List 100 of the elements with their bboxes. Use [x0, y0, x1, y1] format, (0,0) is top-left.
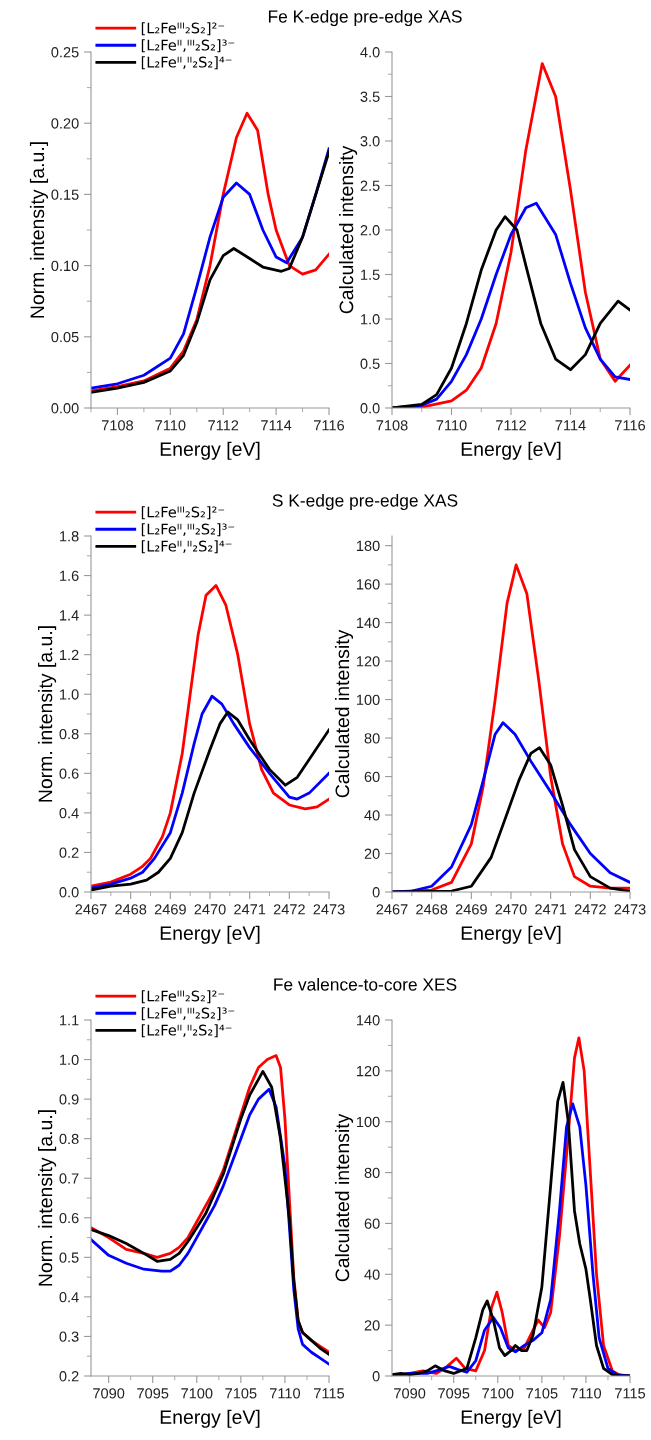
y-tick-label: 0.5: [59, 1252, 79, 1263]
y-tick-label: 0.2: [59, 1371, 79, 1382]
x-tick-label: 7095: [137, 1388, 169, 1399]
y-tick-label: 0.15: [51, 189, 79, 200]
x-tick-label: 7116: [615, 420, 646, 431]
x-tick-label: 7110: [269, 1388, 301, 1399]
x-tick-label: 7100: [181, 1388, 213, 1399]
y-tick-label: 0.10: [51, 260, 79, 272]
x-tick-label: 2467: [376, 904, 408, 915]
y-tick-label: 0.00: [51, 403, 79, 414]
x-tick-label: 7105: [225, 1388, 257, 1399]
x-axis-title: Energy [eV]: [160, 441, 260, 460]
legend-label: [L₂Feᴵᴵ,ᴵᴵᴵ₂S₂]³⁻: [141, 523, 235, 537]
y-tick-label: 0.0: [360, 403, 380, 414]
x-tick-label: 7114: [555, 420, 586, 431]
y-axis-title: Calculated intensity: [334, 1113, 354, 1282]
x-tick-label: 7110: [570, 1388, 602, 1399]
x-tick-label: 7115: [314, 1388, 345, 1399]
y-tick-label: 2.0: [360, 225, 380, 236]
y-tick-label: 1.4: [60, 610, 79, 621]
y-tick-label: 0.8: [59, 1133, 79, 1145]
x-tick-label: 7110: [155, 420, 186, 431]
x-tick-label: 2468: [416, 904, 448, 915]
text: Fe K-edge pre-edge XAS: [268, 9, 462, 27]
x-tick-label: 7108: [101, 420, 134, 431]
y-tick-label: 60: [364, 1218, 380, 1229]
x-tick-label: 7105: [526, 1388, 558, 1399]
legend-label: [L₂Feᴵᴵ,ᴵᴵᴵ₂S₂]³⁻: [141, 39, 235, 53]
x-tick-label: 7090: [93, 1388, 125, 1399]
x-axis-title: Energy [eV]: [461, 441, 561, 460]
y-tick-label: 1.0: [60, 1054, 79, 1065]
y-axis-title: Calculated intensity: [339, 145, 358, 314]
y-tick-label: 80: [364, 1167, 380, 1178]
x-tick-label: 2473: [614, 904, 646, 915]
x-tick-label: 7115: [615, 1388, 646, 1399]
legend-label: [L₂Feᴵᴵ,ᴵᴵ₂S₂]⁴⁻: [141, 540, 232, 554]
y-tick-label: 120: [356, 656, 380, 667]
y-tick-label: 0.4: [59, 807, 79, 819]
y-tick-label: 1.0: [60, 689, 79, 700]
x-tick-label: 2470: [194, 904, 226, 915]
y-tick-label: 0.25: [51, 47, 79, 58]
line-series: [91, 584, 329, 888]
y-tick-label: 1.8: [60, 531, 79, 542]
y-tick-label: 0.20: [51, 118, 79, 129]
x-tick-label: 7112: [208, 420, 239, 431]
y-tick-label: 20: [364, 1320, 380, 1331]
y-tick-label: 4.0: [360, 47, 380, 58]
y-tick-label: 1.0: [361, 314, 380, 325]
y-tick-label: 160: [356, 579, 380, 590]
x-axis-title: Energy [eV]: [461, 925, 561, 944]
x-tick-label: 2469: [154, 904, 186, 915]
y-tick-label: 0.3: [59, 1331, 79, 1342]
y-tick-label: 1.2: [60, 649, 79, 660]
x-tick-label: 2467: [75, 904, 107, 915]
x-tick-label: 7116: [314, 420, 345, 431]
legend-label: [L₂Feᴵᴵ,ᴵᴵ₂S₂]⁴⁻: [141, 56, 232, 70]
x-tick-label: 7112: [496, 420, 526, 431]
y-tick-label: 40: [364, 810, 380, 821]
y-tick-label: 0.2: [59, 847, 79, 858]
y-tick-label: 1.5: [361, 269, 380, 280]
y-tick-label: 3.5: [360, 91, 380, 102]
y-tick-label: 0.4: [59, 1291, 79, 1303]
x-tick-label: 2472: [273, 904, 305, 915]
y-tick-label: 140: [356, 617, 380, 629]
x-axis-title: Energy [eV]: [461, 1409, 561, 1428]
x-tick-label: 2468: [115, 904, 147, 915]
y-tick-label: 180: [356, 540, 380, 552]
y-tick-label: 0.0: [59, 887, 79, 898]
x-tick-label: 2470: [495, 904, 527, 915]
y-tick-label: 0.6: [59, 768, 79, 779]
y-axis-title: Norm. intensity [a.u.]: [38, 1110, 57, 1286]
x-tick-label: 7100: [482, 1388, 514, 1399]
y-tick-label: 40: [364, 1269, 380, 1280]
x-tick-label: 2471: [234, 904, 266, 915]
y-tick-label: 0.8: [59, 728, 79, 740]
y-tick-label: 140: [356, 1015, 380, 1026]
y-tick-label: 3.0: [360, 136, 380, 147]
y-axis-title: Norm. intensity [a.u.]: [38, 626, 57, 802]
text: S K-edge pre-edge XAS: [272, 493, 458, 511]
y-tick-label: 100: [356, 1116, 380, 1128]
x-tick-label: 2471: [535, 904, 567, 915]
x-tick-label: 7110: [436, 420, 467, 431]
text: Fe valence-to-core XES: [274, 977, 457, 991]
y-tick-label: 100: [356, 694, 380, 705]
x-axis-title: Energy [eV]: [160, 1409, 260, 1428]
legend-label: [L₂Feᴵᴵ,ᴵᴵᴵ₂S₂]³⁻: [141, 1007, 235, 1021]
legend-label: [L₂Feᴵᴵᴵ₂S₂]²⁻: [141, 990, 225, 1004]
y-tick-label: 0.9: [59, 1094, 79, 1105]
x-tick-label: 2472: [574, 904, 606, 915]
x-tick-label: 7114: [261, 420, 292, 431]
y-tick-label: 1.1: [60, 1015, 79, 1026]
y-tick-label: 0: [372, 887, 380, 898]
y-tick-label: 0.6: [59, 1212, 79, 1224]
y-tick-label: 2.5: [360, 180, 380, 191]
y-tick-label: 80: [364, 733, 380, 744]
legend-label: [L₂Feᴵᴵ,ᴵᴵ₂S₂]⁴⁻: [141, 1024, 232, 1038]
y-tick-label: 20: [364, 848, 380, 859]
y-tick-label: 1.6: [60, 570, 79, 581]
x-tick-label: 7090: [394, 1388, 426, 1399]
x-axis-title: Energy [eV]: [160, 925, 260, 944]
